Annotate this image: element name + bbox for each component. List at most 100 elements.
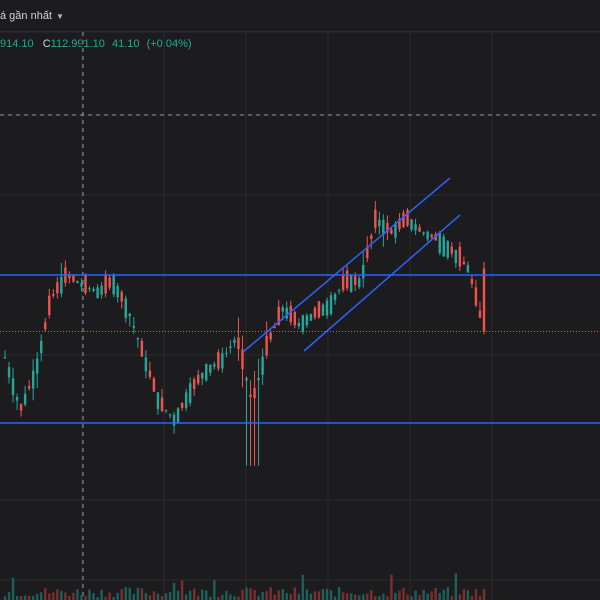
candle-body: [233, 339, 236, 344]
volume-bar: [124, 587, 127, 600]
candle-body: [253, 388, 256, 399]
volume-bar: [84, 595, 87, 600]
volume-bar: [144, 593, 148, 600]
volume-bar: [253, 589, 256, 600]
volume-bar: [390, 574, 393, 600]
candle-body: [104, 274, 107, 294]
candle-body: [184, 392, 188, 409]
candle-body: [257, 378, 260, 381]
candle-body: [406, 210, 409, 226]
candle-body: [301, 315, 305, 332]
volume-bar: [140, 588, 144, 600]
volume-bar: [52, 592, 55, 600]
channel-upper-line[interactable]: [242, 177, 451, 353]
candle-body: [136, 338, 140, 340]
candle-body: [96, 287, 99, 298]
candle-body: [410, 219, 413, 230]
volume-bar: [410, 596, 413, 600]
candle-body: [293, 312, 297, 326]
candle-body: [337, 290, 341, 292]
volume-bar: [168, 591, 172, 600]
candle-body: [160, 397, 164, 411]
volume-bar: [438, 593, 441, 600]
volume-bar: [76, 589, 79, 600]
volume-bar: [378, 596, 381, 600]
candle-body: [237, 337, 240, 349]
candlestick-series: [3, 200, 486, 466]
volume-bar: [225, 590, 228, 600]
volume-bar: [237, 596, 240, 600]
candle-body: [450, 246, 454, 254]
volume-bar: [184, 594, 188, 600]
volume-bar: [289, 593, 292, 600]
chart-grid: [0, 31, 600, 600]
volume-bar: [398, 590, 401, 600]
volume-bar: [321, 588, 325, 600]
candle-body: [426, 231, 429, 240]
volume-bar: [245, 587, 248, 600]
candle-body: [209, 364, 212, 373]
volume-bar: [72, 592, 75, 600]
volume-bar: [297, 593, 301, 600]
volume-bar: [205, 590, 208, 600]
candle-body: [27, 386, 31, 389]
candle-body: [164, 410, 168, 412]
volume-bar: [349, 593, 353, 600]
candle-body: [398, 218, 401, 230]
volume-bar: [353, 594, 357, 600]
candle-body: [321, 304, 325, 316]
candle-body: [402, 212, 405, 228]
candle-body: [418, 227, 421, 232]
volume-bar: [23, 595, 27, 600]
candle-body: [458, 246, 462, 267]
volume-bar: [386, 596, 389, 600]
candle-body: [76, 281, 79, 284]
candle-body: [478, 310, 482, 318]
candle-body: [11, 378, 15, 396]
candle-body: [474, 287, 478, 306]
candle-body: [120, 292, 123, 302]
volume-bar: [382, 593, 385, 600]
volume-bar: [301, 574, 305, 600]
candle-body: [60, 276, 63, 294]
candle-body: [466, 264, 470, 273]
volume-bar: [188, 590, 192, 600]
candle-body: [309, 313, 313, 321]
candle-body: [3, 357, 7, 359]
volume-bar: [172, 582, 176, 600]
volume-bar: [309, 593, 313, 600]
candle-body: [470, 278, 474, 285]
volume-bar: [482, 588, 486, 600]
channel-lower-line[interactable]: [303, 214, 461, 352]
candle-body: [188, 383, 192, 403]
price-type-dropdown[interactable]: á gần nhất ▼: [0, 9, 64, 23]
volume-bar: [88, 589, 91, 600]
candle-body: [56, 282, 59, 294]
volume-bar: [19, 596, 23, 600]
crosshair: [0, 32, 600, 600]
volume-bar: [273, 594, 276, 600]
volume-bar: [209, 596, 212, 600]
candle-body: [44, 322, 47, 330]
candle-body: [197, 374, 200, 384]
legend-partial-value: 914.10: [0, 38, 34, 50]
candle-body: [241, 349, 244, 370]
volume-bar: [478, 595, 482, 600]
candle-body: [180, 402, 184, 408]
volume-bar: [305, 589, 309, 600]
candle-body: [172, 414, 176, 426]
candle-body: [72, 275, 75, 282]
candle-body: [277, 306, 280, 326]
drawing-tools[interactable]: [0, 177, 600, 424]
volume-bar: [325, 588, 329, 600]
volume-bar: [450, 596, 454, 600]
candle-body: [88, 287, 91, 289]
volume-bar: [35, 593, 39, 600]
candle-body: [341, 274, 345, 291]
candle-body: [305, 315, 309, 326]
volume-bar: [108, 592, 111, 600]
volume-bar: [152, 591, 156, 600]
candle-body: [48, 295, 51, 316]
volume-bar: [426, 593, 429, 600]
